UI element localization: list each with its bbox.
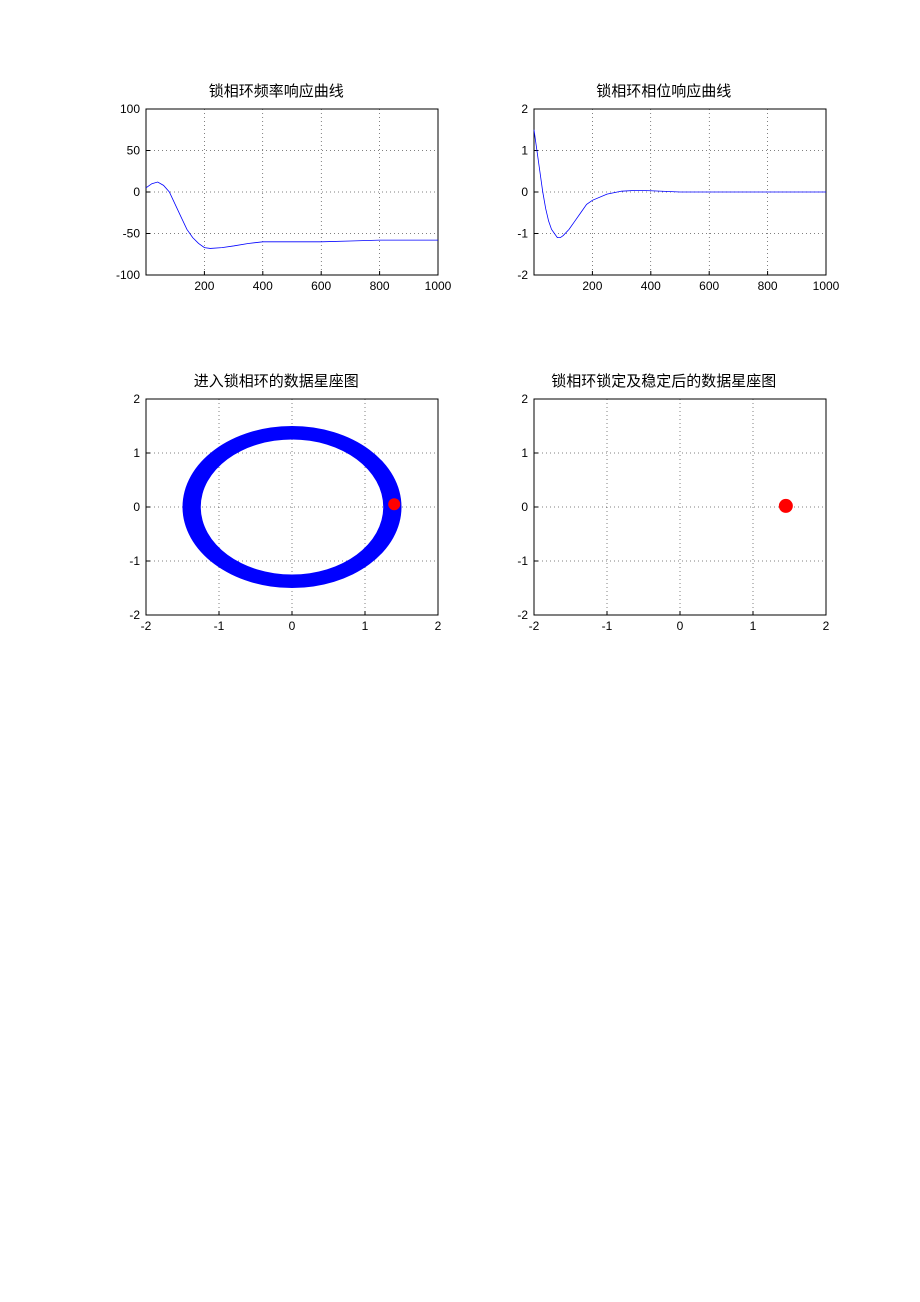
svg-text:1: 1	[362, 619, 369, 633]
svg-text:1: 1	[133, 446, 140, 460]
svg-text:400: 400	[253, 279, 273, 293]
subplot-phase-response: 锁相环相位响应曲线 2004006008001000-2-1012	[498, 105, 831, 345]
svg-text:-2: -2	[528, 619, 539, 633]
svg-text:-2: -2	[517, 608, 528, 622]
svg-text:2: 2	[133, 392, 140, 406]
svg-text:2: 2	[435, 619, 442, 633]
svg-text:1: 1	[521, 446, 528, 460]
figure-container: 锁相环频率响应曲线 2004006008001000-100-50050100 …	[0, 0, 920, 1302]
plot-area-phase: 2004006008001000-2-1012	[498, 105, 831, 345]
chart-svg: 2004006008001000-100-50050100	[110, 105, 442, 295]
svg-text:1000: 1000	[812, 279, 839, 293]
svg-text:600: 600	[699, 279, 719, 293]
svg-text:0: 0	[133, 500, 140, 514]
svg-text:-2: -2	[129, 608, 140, 622]
svg-text:-1: -1	[517, 554, 528, 568]
plot-area-freq: 2004006008001000-100-50050100	[110, 105, 443, 345]
svg-text:-1: -1	[129, 554, 140, 568]
svg-text:2: 2	[822, 619, 829, 633]
svg-text:0: 0	[521, 500, 528, 514]
plot-area-const-in: -2 -1 0 1 2 -2 -1 0 1 2	[110, 395, 443, 635]
svg-text:800: 800	[757, 279, 777, 293]
svg-text:2: 2	[521, 392, 528, 406]
svg-text:-1: -1	[214, 619, 225, 633]
subplot-constellation-in: 进入锁相环的数据星座图 -2-1012-2-1012	[110, 395, 443, 635]
plot-area-const-out: -2 -1 0 1 2 -2 -1 0 1 2	[498, 395, 831, 635]
chart-svg: -2 -1 0 1 2 -2 -1 0 1 2	[498, 395, 830, 635]
subplot-title: 锁相环频率响应曲线	[209, 80, 344, 101]
subplot-title: 锁相环相位响应曲线	[596, 80, 731, 101]
svg-text:100: 100	[120, 102, 140, 116]
svg-text:-50: -50	[123, 227, 141, 241]
subplot-constellation-out: 锁相环锁定及稳定后的数据星座图 -2-1012-2-1012	[498, 395, 831, 635]
subplot-grid: 锁相环频率响应曲线 2004006008001000-100-50050100 …	[110, 105, 830, 635]
svg-text:0: 0	[676, 619, 683, 633]
subplot-freq-response: 锁相环频率响应曲线 2004006008001000-100-50050100	[110, 105, 443, 345]
chart-svg: 2004006008001000-2-1012	[498, 105, 830, 295]
svg-text:50: 50	[127, 144, 141, 158]
svg-text:-2: -2	[141, 619, 152, 633]
chart-svg: -2 -1 0 1 2 -2 -1 0 1 2	[110, 395, 442, 635]
svg-text:-1: -1	[601, 619, 612, 633]
svg-text:1: 1	[521, 144, 528, 158]
svg-text:800: 800	[370, 279, 390, 293]
svg-text:1000: 1000	[425, 279, 452, 293]
svg-text:0: 0	[289, 619, 296, 633]
svg-text:200: 200	[194, 279, 214, 293]
svg-text:600: 600	[311, 279, 331, 293]
svg-text:400: 400	[640, 279, 660, 293]
subplot-title: 进入锁相环的数据星座图	[194, 370, 359, 391]
svg-text:2: 2	[521, 102, 528, 116]
svg-text:-1: -1	[517, 227, 528, 241]
svg-text:0: 0	[133, 185, 140, 199]
svg-text:-100: -100	[116, 268, 140, 282]
svg-text:200: 200	[582, 279, 602, 293]
svg-text:0: 0	[521, 185, 528, 199]
subplot-title: 锁相环锁定及稳定后的数据星座图	[551, 370, 776, 391]
svg-text:-2: -2	[517, 268, 528, 282]
svg-text:1: 1	[749, 619, 756, 633]
